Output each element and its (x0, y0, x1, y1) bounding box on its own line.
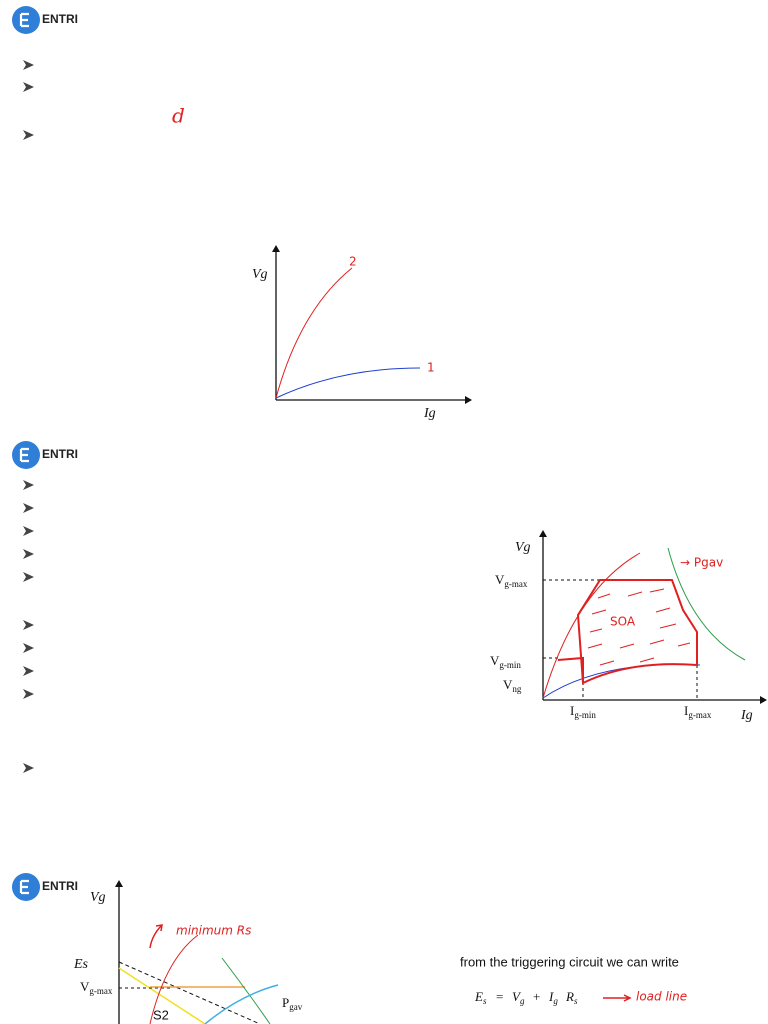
bullet (23, 480, 34, 490)
logo-mark (19, 447, 29, 463)
body-text: from the triggering circuit we can write (460, 954, 679, 969)
equation-note: load line (636, 990, 687, 1004)
equation-term: Es (474, 989, 487, 1006)
axes (542, 532, 765, 701)
logo-mark (19, 12, 29, 28)
bullet (23, 572, 34, 582)
y-mark-label: Vg-min (490, 653, 521, 670)
bullet (23, 549, 34, 559)
curve-1 (275, 367, 421, 399)
power-label: Pgav (282, 995, 303, 1012)
logo-mark (19, 879, 29, 895)
y-label: Vg (90, 890, 106, 905)
x-mark-label: Ig-max (684, 703, 712, 720)
label-sub: ng (512, 684, 522, 694)
label-base: V (490, 653, 500, 668)
bullet (23, 503, 34, 513)
bullet (23, 666, 34, 676)
annotation-arrow (149, 924, 163, 949)
label-base: I (570, 703, 574, 718)
power-curve (667, 547, 746, 661)
label-sub: g-max (504, 579, 527, 589)
slide-3: ENTRI minimum Rs Vg Es S2 from the trigg… (12, 873, 687, 1024)
bullet (23, 643, 34, 653)
load-line (118, 961, 261, 1024)
hatching (587, 588, 691, 666)
label-base: V (503, 677, 513, 692)
logo-text: ENTRI (42, 447, 78, 461)
max-curve (149, 934, 199, 1024)
label-sub: s (483, 996, 487, 1006)
label-base: R (565, 989, 574, 1004)
equation-term: Ig (548, 989, 558, 1006)
logo-text: ENTRI (42, 12, 78, 26)
source-label: Es (73, 957, 89, 972)
slide-2: ENTRI SOA → Pgav Vg Ig (12, 441, 767, 723)
y-label: Vg (515, 540, 531, 555)
arrowhead (115, 880, 123, 887)
annotation: minimum Rs (176, 924, 251, 938)
equation-operator: = (496, 989, 503, 1004)
label-base: V (512, 989, 522, 1004)
label-base: V (80, 979, 90, 994)
label-sub: g-min (574, 710, 596, 720)
label-base: V (495, 572, 505, 587)
label-base: P (282, 995, 289, 1010)
bullet (23, 763, 34, 773)
label-sub: gav (289, 1002, 302, 1012)
soa-boundary (557, 579, 698, 685)
axes (275, 247, 470, 401)
region-label: SOA (610, 615, 636, 629)
label-sub: g-min (499, 660, 521, 670)
x-label: Ig (423, 406, 436, 421)
slide-1: ENTRI d Vg Ig 2 1 (12, 6, 472, 421)
curve-2 (275, 267, 353, 399)
bullet (23, 526, 34, 536)
y-mark-label: Vg-max (495, 572, 528, 589)
label-sub: g-max (688, 710, 711, 720)
label-sub: g-max (89, 986, 112, 996)
note: d (172, 104, 185, 128)
y-label: Vg (252, 267, 268, 282)
label-base: E (474, 989, 483, 1004)
power-label: → Pgav (680, 556, 723, 570)
label-base: I (684, 703, 688, 718)
curve-label: 2 (349, 255, 357, 269)
equation-term: Vg (512, 989, 525, 1006)
label-sub: g (520, 996, 525, 1006)
blue-curve (204, 984, 279, 1024)
note-arrow (603, 994, 632, 1002)
bullet (23, 130, 34, 140)
curve-label: S2 (153, 1007, 169, 1022)
arrowheads (539, 530, 767, 704)
power-curve (221, 957, 271, 1024)
bullet (23, 82, 34, 92)
equation-term: Rs (565, 989, 578, 1006)
label-base: I (548, 989, 554, 1004)
logo-text: ENTRI (42, 879, 78, 893)
bullet (23, 689, 34, 699)
guide-lines (543, 579, 698, 700)
bullet (23, 60, 34, 70)
x-label: Ig (740, 708, 753, 723)
bullet (23, 620, 34, 630)
yellow-line (118, 967, 206, 1024)
y-mark-label: Vg-max (80, 979, 113, 996)
label-sub: s (574, 996, 578, 1006)
curve-label: 1 (427, 361, 435, 375)
equation-operator: + (533, 989, 540, 1004)
arrowheads (272, 245, 472, 404)
label-sub: g (553, 996, 558, 1006)
y-mark-label: Vng (503, 677, 522, 694)
x-mark-label: Ig-min (570, 703, 596, 720)
